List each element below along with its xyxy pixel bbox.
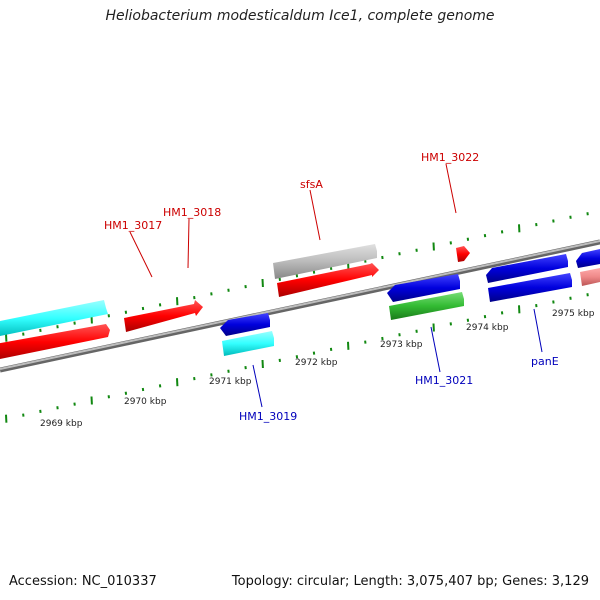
gene-label-hm1-3017[interactable]: HM1_3017 xyxy=(104,219,162,232)
hm1-3019-gene[interactable] xyxy=(220,313,270,336)
gene-feature[interactable] xyxy=(0,300,108,337)
gene-feature[interactable] xyxy=(0,324,110,360)
gene-label-hm1-3019[interactable]: HM1_3019 xyxy=(239,410,297,423)
genome-backbone xyxy=(0,239,600,373)
gene-label-hm1-3018[interactable]: HM1_3018 xyxy=(163,206,221,219)
scale-label: 2971 kbp xyxy=(209,377,252,387)
hm1-3019-gene[interactable] xyxy=(222,331,274,356)
label-leader-line xyxy=(430,326,441,373)
gene-label-sfsa[interactable]: sfsA xyxy=(300,178,323,191)
gene-feature[interactable] xyxy=(486,254,568,283)
scale-label: 2969 kbp xyxy=(40,419,83,429)
lower-scale-ticks xyxy=(5,293,589,423)
scale-label: 2973 kbp xyxy=(380,340,423,350)
gene-label-hm1-3022[interactable]: HM1_3022 xyxy=(421,151,479,164)
label-leader-line xyxy=(252,364,263,408)
map-title: Heliobacterium modesticaldum Ice1, compl… xyxy=(105,8,495,24)
sfsa-gene[interactable] xyxy=(273,244,377,279)
hm1-3021-gene[interactable] xyxy=(389,292,464,320)
label-leader-line xyxy=(533,308,543,353)
hm1-3021-gene[interactable] xyxy=(387,274,460,302)
gene-feature[interactable] xyxy=(580,268,600,286)
accession-text: Accession: NC_010337 xyxy=(9,574,157,589)
scale-label: 2972 kbp xyxy=(295,358,338,368)
gene-feature[interactable] xyxy=(576,249,600,268)
label-leader-line xyxy=(309,189,321,241)
gene-label-hm1-3021[interactable]: HM1_3021 xyxy=(415,374,473,387)
label-leader-line xyxy=(129,231,153,278)
scale-label: 2975 kbp xyxy=(552,309,595,319)
label-leader-line xyxy=(445,163,457,214)
scale-label: 2974 kbp xyxy=(466,323,509,333)
label-leader-line xyxy=(187,218,190,269)
hm1-3018-gene[interactable] xyxy=(124,300,203,332)
sfsa-gene[interactable] xyxy=(277,263,379,297)
scale-label: 2970 kbp xyxy=(124,397,167,407)
pane-gene[interactable] xyxy=(488,273,572,302)
gene-label-pane[interactable]: panE xyxy=(531,355,559,368)
hm1-3022-gene[interactable] xyxy=(456,246,470,262)
topology-text: Topology: circular; Length: 3,075,407 bp… xyxy=(231,574,589,589)
